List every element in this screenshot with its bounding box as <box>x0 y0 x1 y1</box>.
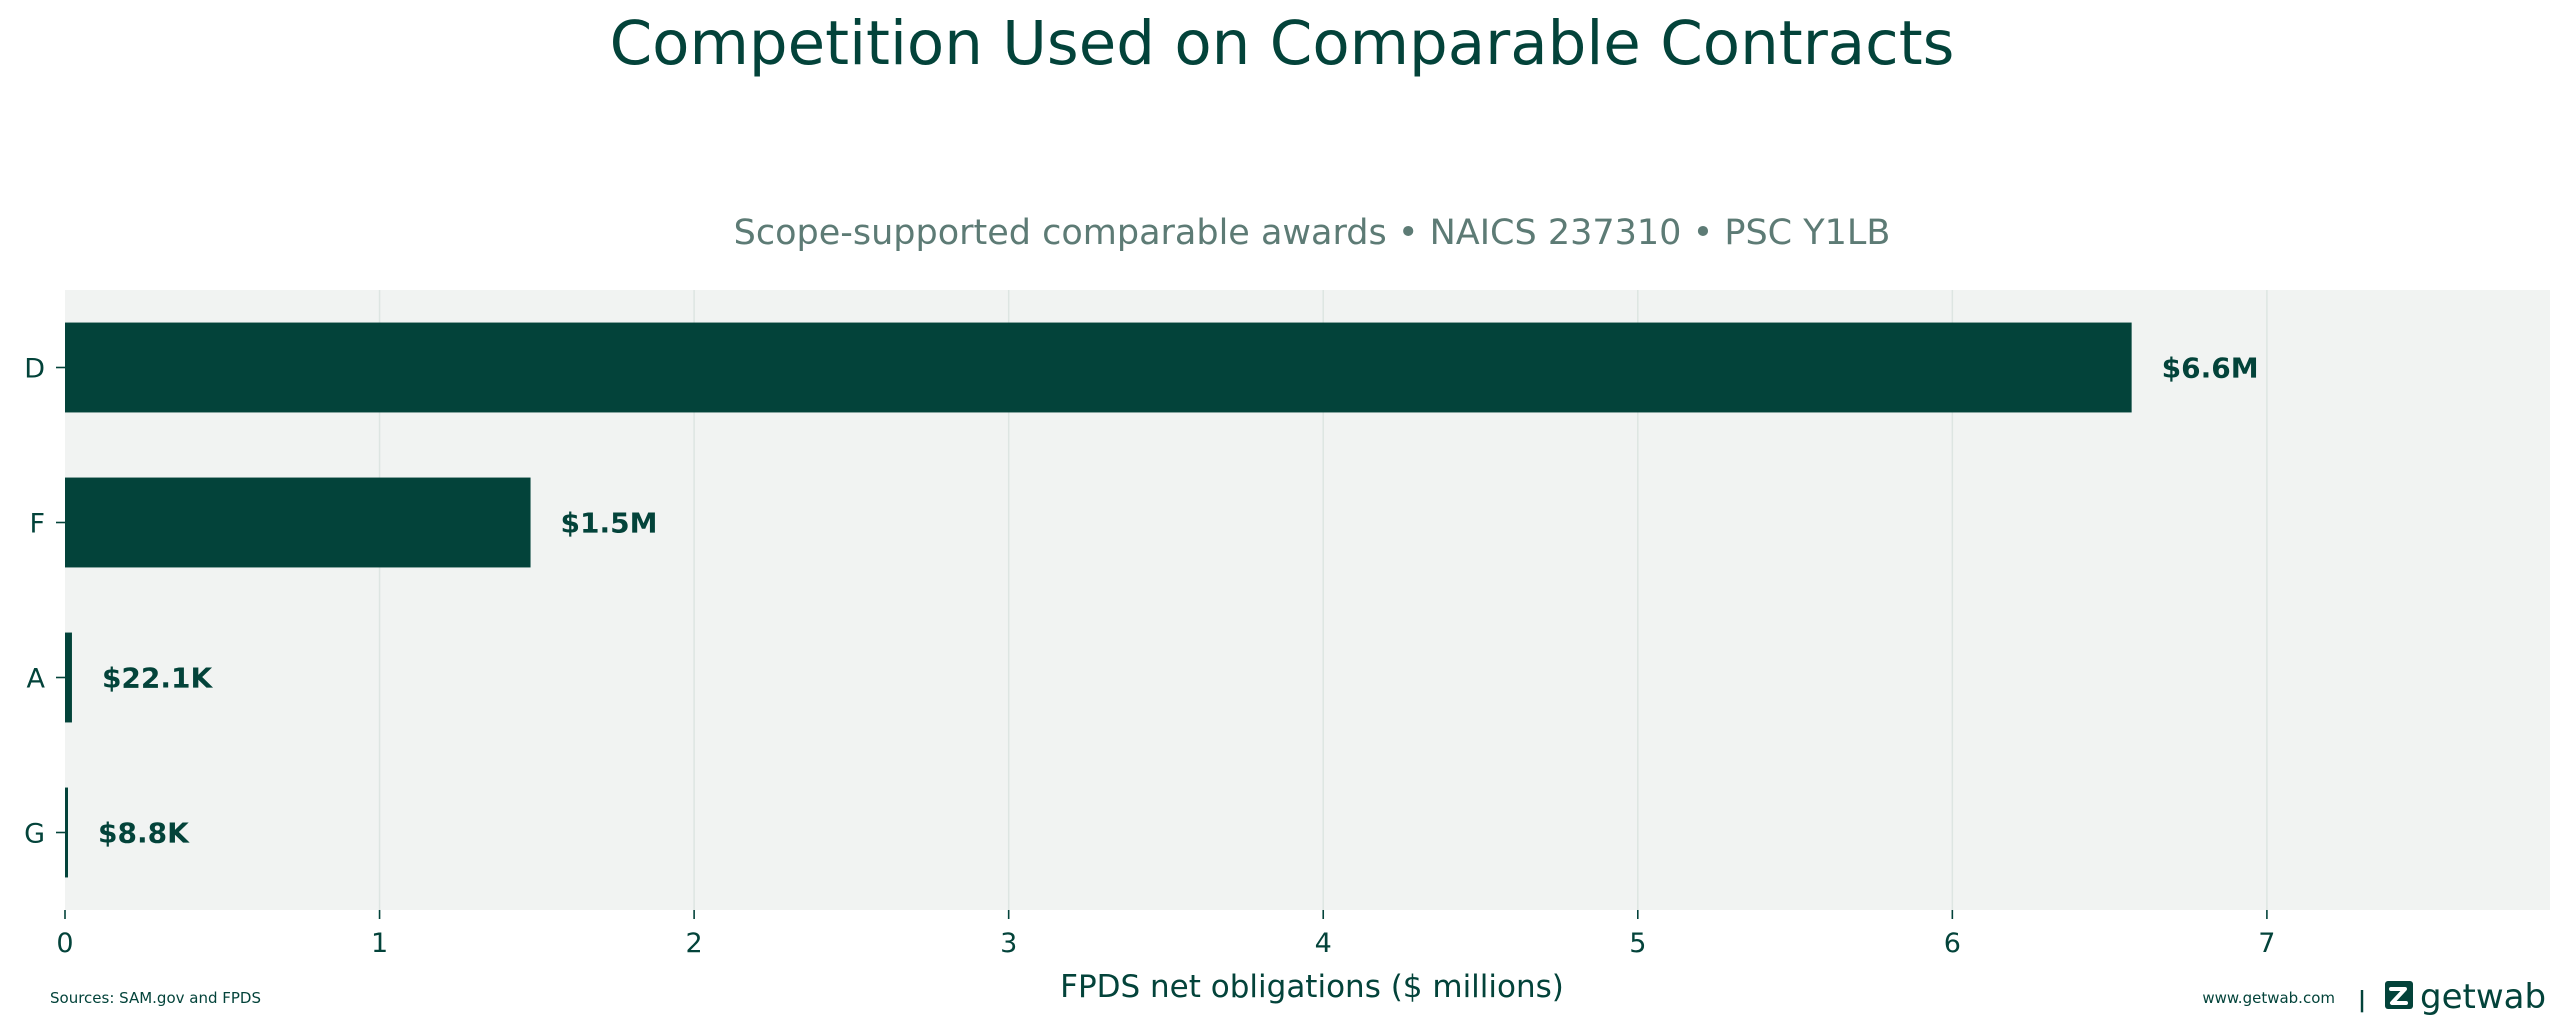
bar-A <box>65 632 72 723</box>
data-labels: $6.6M $1.5M $22.1K $8.8K <box>98 352 2259 850</box>
bar-G <box>65 787 68 878</box>
data-label-F: $1.5M <box>561 507 658 540</box>
x-tick-label: 0 <box>56 928 73 959</box>
data-label-A: $22.1K <box>102 662 214 695</box>
x-tick-label: 1 <box>371 928 388 959</box>
getwab-logo-icon <box>2385 981 2413 1009</box>
chart-title: Competition Used on Comparable Contracts <box>610 8 1955 79</box>
y-tick-label-D: D <box>24 354 45 385</box>
footer-separator: | <box>2358 988 2366 1013</box>
sources-text: Sources: SAM.gov and FPDS <box>50 989 261 1007</box>
data-label-D: $6.6M <box>2162 352 2259 385</box>
x-axis: 0 1 2 3 4 5 6 7 <box>56 910 2275 959</box>
x-axis-label: FPDS net obligations ($ millions) <box>1060 969 1564 1005</box>
x-tick-label: 2 <box>686 928 703 959</box>
bar-F <box>65 477 531 568</box>
x-tick-label: 6 <box>1944 928 1961 959</box>
x-tick-label: 3 <box>1000 928 1017 959</box>
chart-subtitle: Scope-supported comparable awards • NAIC… <box>734 213 1891 253</box>
y-tick-label-F: F <box>29 509 45 540</box>
bars <box>65 322 2132 878</box>
y-tick-label-A: A <box>27 664 46 695</box>
x-tick-label: 4 <box>1315 928 1332 959</box>
x-tick-label: 7 <box>2258 928 2275 959</box>
y-axis: D F A G <box>24 354 65 850</box>
bar-D <box>65 322 2132 413</box>
y-tick-label-G: G <box>24 819 45 850</box>
brand-name: getwab <box>2420 977 2546 1017</box>
x-tick-label: 5 <box>1629 928 1646 959</box>
data-label-G: $8.8K <box>98 817 190 850</box>
website-link[interactable]: www.getwab.com <box>2202 989 2335 1007</box>
